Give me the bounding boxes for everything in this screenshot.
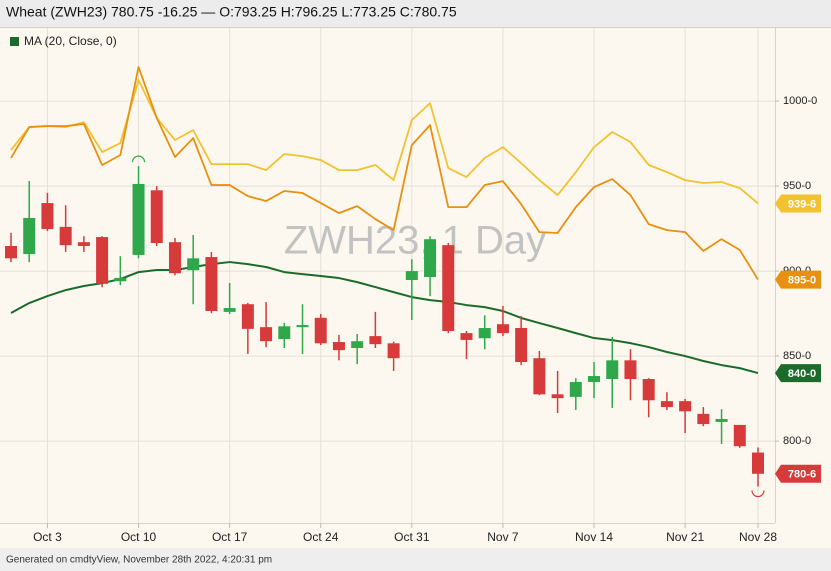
chart-title: Wheat (ZWH23) 780.75 -16.25 — O:793.25 H… bbox=[6, 4, 457, 20]
high-marker bbox=[131, 155, 146, 163]
candle-body bbox=[460, 333, 473, 340]
candle-body bbox=[588, 376, 601, 382]
candle-body bbox=[496, 324, 509, 334]
x-tick-label: Oct 31 bbox=[394, 530, 430, 544]
candle-body bbox=[424, 239, 437, 278]
candle-body bbox=[96, 237, 109, 284]
candle-body bbox=[150, 190, 163, 244]
x-tick-label: Nov 21 bbox=[666, 530, 704, 544]
candle-body bbox=[314, 317, 327, 344]
grid bbox=[0, 28, 775, 523]
price-badge-label: 780-6 bbox=[788, 469, 816, 481]
candle-body bbox=[278, 326, 291, 340]
candle-body bbox=[223, 308, 236, 312]
line-series bbox=[10, 66, 759, 281]
candle-body bbox=[752, 452, 764, 474]
title-bar bbox=[0, 0, 831, 27]
candle-body bbox=[351, 341, 364, 348]
candle-body bbox=[59, 226, 72, 246]
x-tick-label: Oct 3 bbox=[33, 530, 62, 544]
watermark: ZWH23, 1 Day bbox=[284, 219, 546, 263]
candle-body bbox=[405, 271, 418, 280]
y-tick-label: 800-0 bbox=[783, 435, 811, 447]
line-series bbox=[10, 261, 759, 375]
candle-body bbox=[569, 381, 582, 397]
candle-body bbox=[77, 242, 90, 246]
price-badge bbox=[775, 270, 821, 289]
candle-body bbox=[241, 304, 254, 329]
y-tick-label: 1000-0 bbox=[783, 95, 817, 107]
candle-body bbox=[41, 203, 54, 229]
candle-body bbox=[551, 394, 564, 399]
candle-body bbox=[624, 360, 637, 380]
price-badge bbox=[775, 364, 821, 383]
candle-body bbox=[187, 258, 200, 271]
legend-swatch bbox=[10, 37, 19, 46]
candle-body bbox=[679, 401, 692, 412]
x-tick-label: Oct 17 bbox=[212, 530, 248, 544]
legend-label[interactable]: MA (20, Close, 0) bbox=[24, 34, 117, 48]
x-tick-label: Nov 14 bbox=[575, 530, 613, 544]
candle-body bbox=[733, 424, 746, 447]
x-tick-label: Nov 28 bbox=[739, 530, 777, 544]
candle-body bbox=[606, 360, 619, 380]
x-tick-label: Nov 7 bbox=[487, 530, 519, 544]
price-badge-label: 840-0 bbox=[788, 368, 816, 380]
candle-body bbox=[442, 245, 455, 331]
price-badge bbox=[775, 194, 821, 213]
candle-body bbox=[642, 379, 655, 401]
candle-body bbox=[23, 217, 36, 255]
price-badge-label: 895-0 bbox=[788, 274, 816, 286]
candle-body bbox=[296, 325, 309, 328]
candle-body bbox=[478, 328, 491, 339]
candle-body bbox=[660, 401, 673, 408]
line-series bbox=[10, 79, 759, 205]
plot bbox=[5, 66, 765, 498]
x-tick-label: Oct 24 bbox=[303, 530, 339, 544]
candle-body bbox=[533, 358, 546, 395]
candle-body bbox=[132, 183, 145, 255]
candle-body bbox=[168, 242, 181, 274]
candle-body bbox=[114, 277, 127, 282]
y-tick-label: 850-0 bbox=[783, 350, 811, 362]
candle-body bbox=[5, 245, 17, 259]
candle-body bbox=[387, 343, 400, 359]
footer-bar bbox=[0, 548, 831, 571]
x-tick-label: Oct 10 bbox=[121, 530, 157, 544]
footer-text: Generated on cmdtyView, November 28th 20… bbox=[6, 555, 272, 566]
candle-body bbox=[697, 413, 710, 425]
candle-body bbox=[515, 328, 528, 363]
candle-body bbox=[369, 336, 382, 345]
y-tick-label: 950-0 bbox=[783, 180, 811, 192]
candle-body bbox=[332, 342, 345, 351]
candle-body bbox=[205, 257, 218, 312]
candle-body bbox=[715, 418, 728, 422]
price-badge bbox=[775, 464, 821, 483]
price-badge-label: 939-6 bbox=[788, 198, 816, 210]
candle-body bbox=[260, 327, 273, 342]
low-marker bbox=[751, 490, 765, 498]
